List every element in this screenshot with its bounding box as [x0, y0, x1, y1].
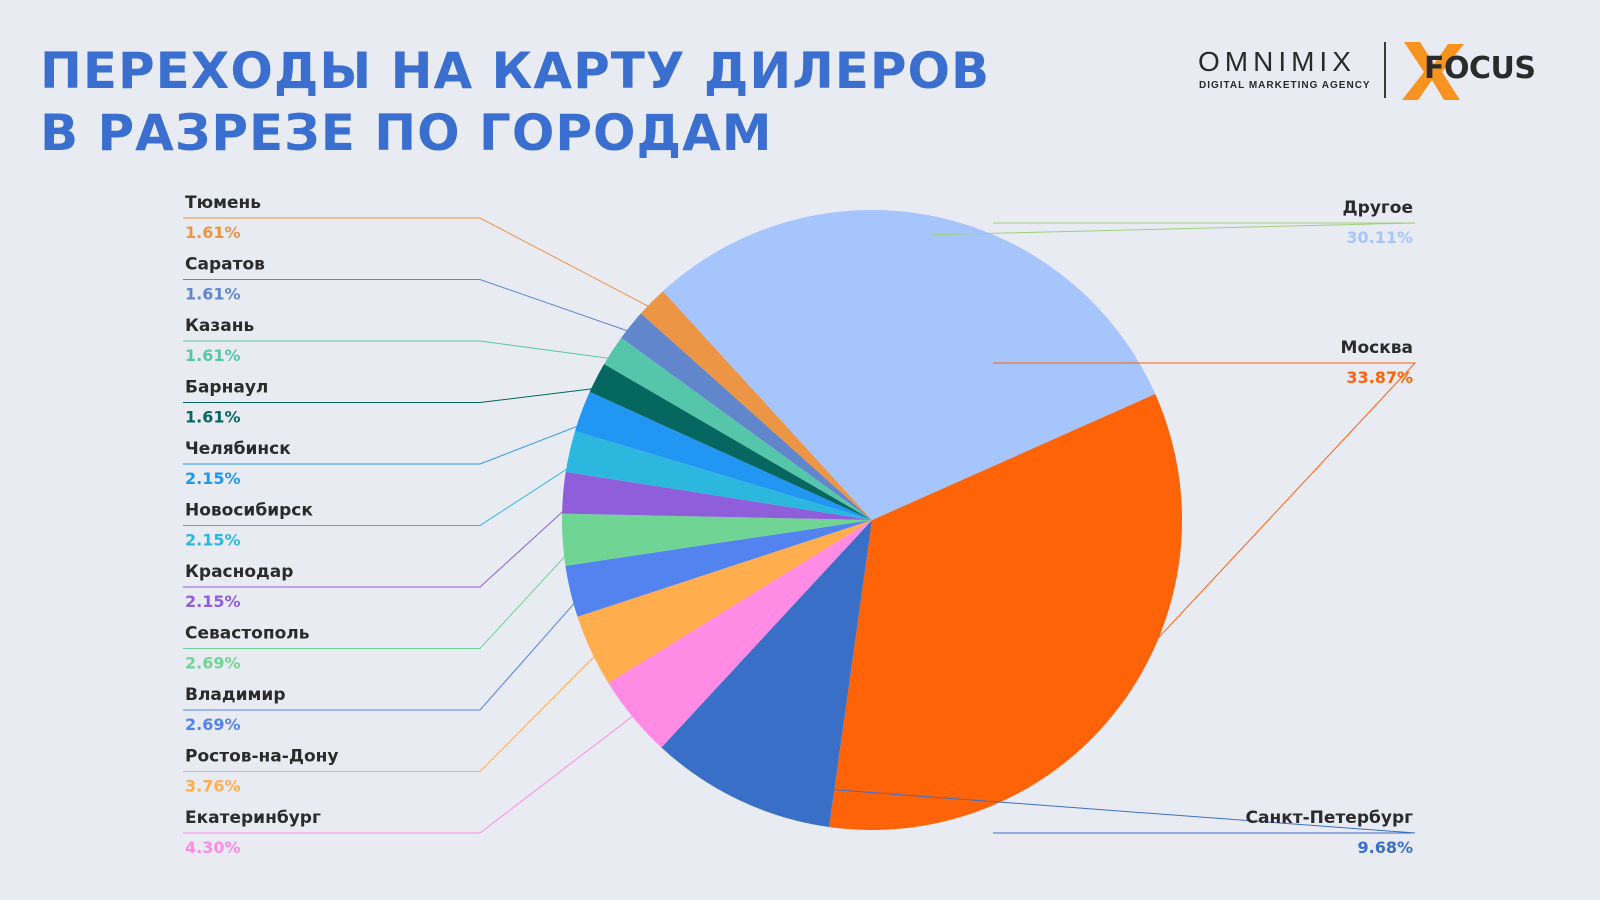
slice-percent: 3.76% [185, 777, 241, 796]
focus-logo-text: FOCUS [1424, 51, 1536, 86]
page-title-line-2: В РАЗРЕЗЕ ПО ГОРОДАМ [40, 104, 773, 162]
slice-percent: 9.68% [1357, 838, 1413, 857]
slice-label: Челябинск [185, 439, 291, 459]
slice-label: Казань [185, 316, 254, 336]
slice-санкт-петербург [661, 520, 872, 828]
slice-краснодар [562, 471, 872, 520]
pie-labels: Тюмень 1.61% Саратов 1.61% Казань 1.61% Барнау… [183, 193, 1417, 857]
slice-percent: 2.15% [185, 531, 241, 550]
slice-percent: 2.69% [185, 715, 241, 734]
slice-label: Новосибирск [185, 501, 313, 521]
slice-label: Владимир [185, 685, 286, 705]
slice-label: Севастополь [185, 624, 309, 644]
focus-x-logo-icon [1402, 42, 1464, 100]
slice-percent: 1.61% [185, 408, 241, 427]
leader-line [993, 362, 1417, 696]
slice-казань [604, 337, 872, 520]
slice-label: Краснодар [185, 562, 293, 582]
slice-percent: 2.15% [185, 469, 241, 488]
slice-челябинск [575, 391, 872, 520]
leader-line [183, 538, 582, 649]
slice-label: Екатеринбург [185, 808, 321, 828]
slice-percent: 1.61% [185, 285, 241, 304]
slice-label: Ростов-на-Дону [185, 747, 338, 767]
omnimix-logo-text: OMNIMIX [1198, 46, 1356, 77]
slice-percent: 1.61% [185, 346, 241, 365]
leader-line [183, 340, 628, 362]
slice-label: Москва [1341, 338, 1413, 358]
leader-line [931, 222, 1416, 236]
slice-ростов-на-дону [577, 520, 872, 683]
brand-logos: OMNIMIX DIGITAL MARKETING AGENCY FOCUS [1198, 40, 1568, 102]
slice-саратов [621, 313, 872, 520]
slice-тюмень [640, 291, 872, 520]
slice-барнаул [589, 364, 872, 520]
slice-percent: 2.15% [185, 592, 241, 611]
slice-новосибирск [565, 431, 872, 520]
leader-line [183, 493, 583, 588]
slice-percent: 1.61% [185, 223, 241, 242]
slice-label: Тюмень [185, 193, 261, 213]
page-title: ПЕРЕХОДЫ НА КАРТУ ДИЛЕРОВ В РАЗРЕЗЕ ПО Г… [40, 40, 1190, 164]
slice-label: Другое [1343, 198, 1413, 218]
slice-другое [662, 209, 1156, 520]
logo-divider [1384, 42, 1386, 98]
leader-line [183, 385, 614, 403]
slice-владимир [565, 520, 872, 617]
leader-line [183, 279, 646, 338]
leader-line [183, 704, 648, 834]
leader-line [747, 782, 1416, 834]
omnimix-tagline: DIGITAL MARKETING AGENCY [1199, 80, 1371, 91]
slice-label: Санкт-Петербург [1246, 808, 1414, 828]
leader-line [183, 586, 589, 711]
leader-line [183, 455, 589, 526]
slice-label: Саратов [185, 255, 265, 275]
slice-екатеринбург [608, 520, 872, 748]
slice-label: Барнаул [185, 378, 268, 398]
slice-percent: 4.30% [185, 838, 241, 857]
leader-line [183, 217, 666, 316]
leader-line [183, 417, 600, 465]
slice-севастополь [562, 513, 872, 566]
slice-москва [829, 393, 1182, 830]
pie-slices [562, 209, 1182, 830]
slice-percent: 30.11% [1346, 228, 1413, 247]
slice-percent: 33.87% [1346, 368, 1413, 387]
leader-line [183, 642, 609, 772]
page-title-line-1: ПЕРЕХОДЫ НА КАРТУ ДИЛЕРОВ [40, 42, 991, 100]
slice-percent: 2.69% [185, 654, 241, 673]
